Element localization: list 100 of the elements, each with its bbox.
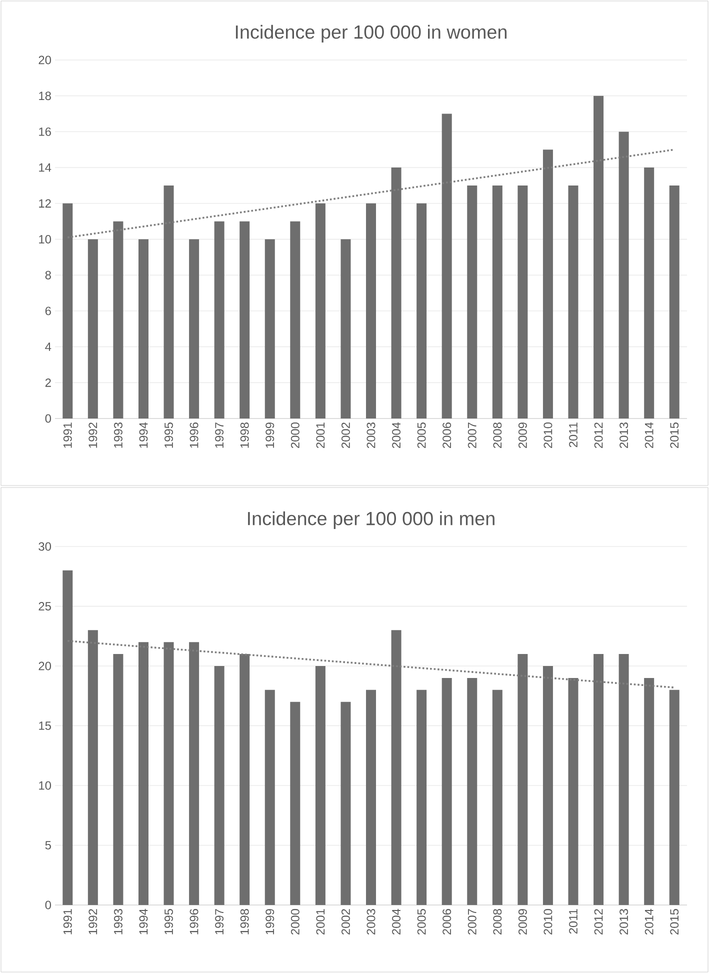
x-tick-label: 1999 <box>266 909 274 934</box>
x-tick-label: 2012 <box>594 422 603 448</box>
x-tick-label: 2010 <box>544 422 552 448</box>
x-tick-label: 1997 <box>215 909 224 934</box>
y-tick-label: 2 <box>45 378 51 387</box>
x-tick-label: 2003 <box>366 422 376 448</box>
x-tick-label: 1992 <box>88 422 98 448</box>
bar <box>189 239 200 418</box>
x-tick-label: 1994 <box>139 422 148 448</box>
bar <box>542 150 553 418</box>
bar <box>366 690 376 905</box>
bar <box>518 654 528 905</box>
y-tick-label: 16 <box>39 127 51 136</box>
bar <box>340 702 351 905</box>
x-tick-label: 1997 <box>215 422 224 448</box>
bar <box>164 642 174 905</box>
bar <box>214 221 224 418</box>
bar <box>214 666 224 905</box>
bar <box>62 570 73 905</box>
x-tick-label: 1994 <box>139 908 148 934</box>
bar <box>189 642 200 905</box>
x-tick-label: 2013 <box>620 909 628 935</box>
x-tick-label: 2000 <box>290 422 300 448</box>
y-tick-label: 15 <box>39 722 51 730</box>
y-tick-label: 25 <box>38 602 51 610</box>
bar <box>290 702 300 905</box>
bar <box>138 642 148 905</box>
x-tick-label: 2004 <box>392 908 401 935</box>
bar <box>264 239 275 418</box>
y-tick-label: 20 <box>38 662 52 670</box>
bar <box>62 203 73 418</box>
x-tick-label: 2009 <box>518 909 527 935</box>
x-tick-label: 1992 <box>88 909 98 934</box>
bar <box>113 221 124 418</box>
bar <box>240 221 250 418</box>
x-tick-label: 1993 <box>114 422 122 448</box>
bar <box>442 114 452 418</box>
bar <box>315 666 326 905</box>
x-tick-label: 2002 <box>341 422 350 448</box>
x-tick-label: 1998 <box>240 909 249 934</box>
x-tick-label: 1995 <box>164 909 173 934</box>
x-tick-label: 2014 <box>644 422 654 448</box>
bar <box>88 630 98 905</box>
x-tick-label: 2015 <box>670 909 679 935</box>
x-tick-label: 2004 <box>392 422 401 448</box>
bar <box>416 690 427 905</box>
bar <box>164 185 174 418</box>
x-tick-label: 2003 <box>366 909 376 935</box>
bar <box>669 185 680 418</box>
y-tick-label: 14 <box>39 163 52 172</box>
bar <box>618 132 629 418</box>
bar <box>669 690 680 905</box>
bar <box>138 239 148 418</box>
bar <box>467 185 478 418</box>
x-tick-label: 2001 <box>316 909 325 935</box>
bar <box>340 239 351 418</box>
bar <box>518 185 528 418</box>
x-tick-label: 1991 <box>63 909 72 934</box>
bar <box>391 168 402 418</box>
y-tick-label: 0 <box>45 414 52 423</box>
bar <box>644 678 654 905</box>
chart-title: Incidence per 100 000 in women <box>236 24 507 42</box>
x-tick-label: 1996 <box>190 909 198 934</box>
x-tick-label: 2002 <box>341 909 350 935</box>
bar <box>568 185 578 418</box>
bar <box>492 185 502 418</box>
bar <box>492 690 502 905</box>
bar <box>416 203 427 418</box>
bar <box>594 654 604 905</box>
y-tick-label: 18 <box>39 92 51 100</box>
bar <box>290 221 300 418</box>
x-tick-label: 2013 <box>620 422 628 448</box>
bar <box>366 203 376 418</box>
bar <box>618 654 629 905</box>
x-tick-label: 2014 <box>644 908 654 935</box>
chart-title: Incidence per 100 000 in men <box>248 511 494 529</box>
y-tick-label: 5 <box>45 841 51 850</box>
x-tick-label: 2005 <box>417 422 426 448</box>
x-tick-label: 2012 <box>594 909 603 935</box>
bar <box>568 678 578 905</box>
y-tick-label: 6 <box>45 306 51 316</box>
x-tick-label: 2001 <box>316 422 325 448</box>
bar <box>240 654 250 905</box>
x-tick-label: 2005 <box>417 909 426 935</box>
x-tick-label: 2011 <box>569 909 578 934</box>
bar <box>113 654 124 905</box>
x-tick-label: 1993 <box>114 909 122 934</box>
x-tick-label: 2007 <box>468 422 476 448</box>
x-tick-label: 2007 <box>468 909 476 935</box>
x-tick-label: 2011 <box>569 422 578 448</box>
y-tick-label: 0 <box>45 900 52 910</box>
x-tick-label: 2015 <box>670 422 679 448</box>
bar <box>88 239 98 418</box>
bar <box>542 666 553 905</box>
bar <box>315 203 326 418</box>
x-tick-label: 2006 <box>442 909 452 935</box>
x-tick-label: 2000 <box>290 908 300 935</box>
y-tick-label: 20 <box>38 56 52 64</box>
y-tick-label: 10 <box>39 781 52 790</box>
y-tick-label: 12 <box>39 199 51 208</box>
